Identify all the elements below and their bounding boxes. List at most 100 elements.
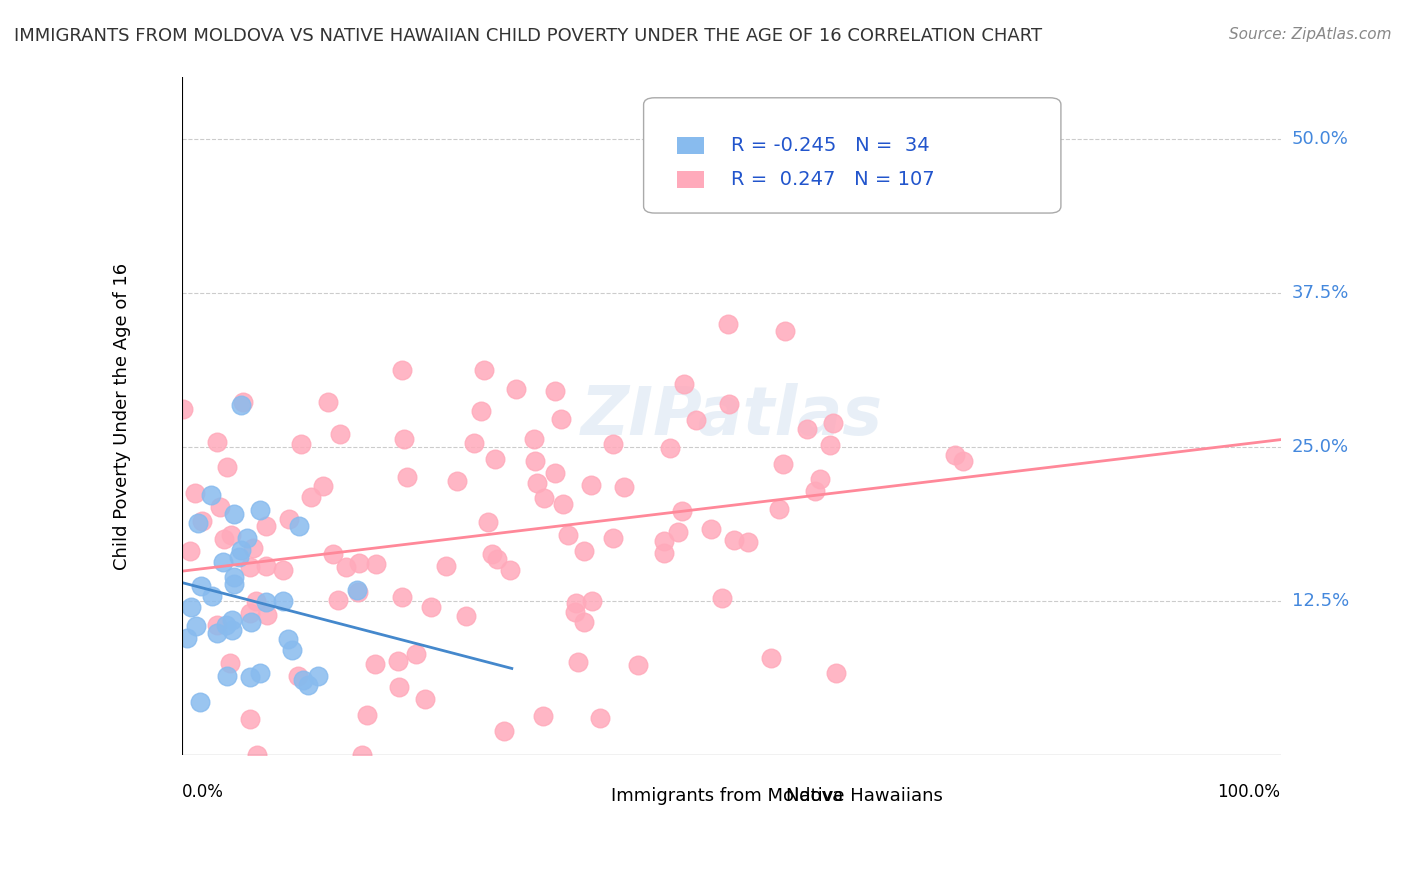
Point [768,501,790,516]
Point [228,549,250,564]
Point [824,666,846,681]
Point [219,528,242,542]
Point [187,516,209,530]
Point [221,623,243,637]
Point [415,691,437,706]
Point [531,709,554,723]
Point [574,543,596,558]
Text: IMMIGRANTS FROM MOLDOVA VS NATIVE HAWAIIAN CHILD POVERTY UNDER THE AGE OF 16 COR: IMMIGRANTS FROM MOLDOVA VS NATIVE HAWAII… [14,27,1042,45]
Point [222,507,245,521]
Point [288,519,311,533]
Point [943,448,966,462]
Point [239,606,262,620]
Point [209,500,232,515]
Point [184,618,207,632]
Point [188,695,211,709]
Point [200,589,222,603]
Point [277,512,299,526]
Point [505,382,527,396]
Point [281,643,304,657]
Point [808,472,831,486]
Point [180,600,202,615]
Point [685,412,707,426]
Point [249,666,271,681]
Point [477,515,499,529]
Point [356,708,378,723]
Point [239,670,262,684]
Point [602,531,624,545]
Point [613,480,636,494]
FancyBboxPatch shape [676,170,704,187]
Point [200,488,222,502]
Text: Immigrants from Moldova: Immigrants from Moldova [610,787,844,805]
Point [700,522,723,536]
Point [205,626,228,640]
Point [391,363,413,377]
Point [347,556,370,570]
Point [551,497,574,511]
Point [190,579,212,593]
Point [773,324,796,338]
Point [526,476,548,491]
Point [224,577,246,591]
Point [229,542,252,557]
Point [350,748,373,763]
Point [668,525,690,540]
Point [205,435,228,450]
Point [474,362,496,376]
Point [392,432,415,446]
Point [737,534,759,549]
Point [297,678,319,692]
Point [388,681,411,695]
Point [579,478,602,492]
Point [221,613,243,627]
Point [550,411,572,425]
Point [494,724,516,739]
Text: ZIPatlas: ZIPatlas [581,384,883,450]
Point [581,594,603,608]
Text: R = -0.245   N =  34: R = -0.245 N = 34 [731,136,931,154]
Point [366,557,388,571]
Point [485,551,508,566]
Point [292,673,315,687]
Point [335,559,357,574]
Text: 12.5%: 12.5% [1292,592,1348,610]
Point [245,593,267,607]
Point [602,437,624,451]
Point [222,570,245,584]
Point [184,486,207,500]
Point [179,543,201,558]
Point [627,657,650,672]
Point [567,656,589,670]
Point [219,656,242,670]
Point [212,555,235,569]
Point [499,563,522,577]
Point [364,657,387,671]
Point [299,490,322,504]
Point [214,533,236,547]
Point [246,748,269,763]
Point [952,454,974,468]
Point [271,594,294,608]
Point [318,395,340,409]
FancyBboxPatch shape [742,788,770,805]
Point [772,457,794,471]
Point [652,546,675,560]
Point [761,651,783,665]
FancyBboxPatch shape [644,98,1062,213]
Point [565,596,588,610]
Point [470,404,492,418]
Point [391,590,413,604]
Point [671,504,693,518]
Point [254,559,277,574]
Point [312,479,335,493]
Point [290,436,312,450]
Text: R =  0.247   N = 107: R = 0.247 N = 107 [731,169,935,188]
Point [821,416,844,430]
Point [484,451,506,466]
Point [215,618,238,632]
Point [589,710,612,724]
Point [533,491,555,505]
Point [242,541,264,555]
Point [446,474,468,488]
